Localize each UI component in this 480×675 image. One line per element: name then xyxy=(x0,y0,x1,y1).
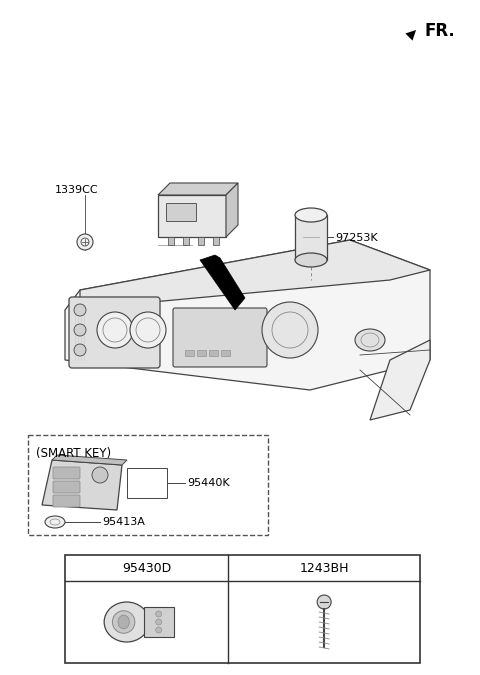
FancyBboxPatch shape xyxy=(53,481,80,493)
Text: 97253K: 97253K xyxy=(335,233,378,243)
Polygon shape xyxy=(226,183,238,237)
Ellipse shape xyxy=(104,602,149,642)
Ellipse shape xyxy=(295,208,327,222)
Bar xyxy=(65,555,420,663)
Bar xyxy=(295,215,327,260)
FancyBboxPatch shape xyxy=(69,297,160,368)
Text: FR.: FR. xyxy=(424,22,455,40)
FancyBboxPatch shape xyxy=(53,495,80,507)
Text: (SMART KEY): (SMART KEY) xyxy=(36,447,111,460)
Bar xyxy=(168,237,174,245)
Ellipse shape xyxy=(118,615,129,629)
Circle shape xyxy=(156,611,162,617)
Bar xyxy=(197,350,206,356)
Circle shape xyxy=(156,627,162,633)
Polygon shape xyxy=(80,240,430,305)
Circle shape xyxy=(156,619,162,625)
Bar xyxy=(198,237,204,245)
FancyBboxPatch shape xyxy=(173,308,267,367)
Circle shape xyxy=(262,302,318,358)
Ellipse shape xyxy=(45,516,65,528)
Circle shape xyxy=(74,344,86,356)
Polygon shape xyxy=(65,240,430,390)
Circle shape xyxy=(97,312,133,348)
Ellipse shape xyxy=(295,253,327,267)
Text: 1339CC: 1339CC xyxy=(55,185,98,195)
Polygon shape xyxy=(200,255,245,310)
Ellipse shape xyxy=(112,611,135,633)
Bar xyxy=(28,435,268,535)
Circle shape xyxy=(74,304,86,316)
Polygon shape xyxy=(370,340,430,420)
Circle shape xyxy=(317,595,331,609)
FancyBboxPatch shape xyxy=(53,467,80,479)
Text: 95413A: 95413A xyxy=(102,517,145,527)
Polygon shape xyxy=(42,460,122,510)
Ellipse shape xyxy=(355,329,385,351)
Bar xyxy=(213,237,219,245)
Bar xyxy=(158,195,226,237)
Text: 1243BH: 1243BH xyxy=(300,562,349,574)
Circle shape xyxy=(74,324,86,336)
Polygon shape xyxy=(158,183,238,195)
Text: 95430D: 95430D xyxy=(122,562,171,574)
Bar xyxy=(183,237,189,245)
Circle shape xyxy=(130,312,166,348)
Circle shape xyxy=(92,467,108,483)
Bar xyxy=(221,350,230,356)
Bar xyxy=(127,468,167,498)
Circle shape xyxy=(77,234,93,250)
Text: 95440K: 95440K xyxy=(187,478,229,488)
Bar xyxy=(185,350,194,356)
Bar xyxy=(209,350,218,356)
Bar xyxy=(144,607,174,637)
Bar xyxy=(166,203,196,221)
Polygon shape xyxy=(52,455,127,465)
